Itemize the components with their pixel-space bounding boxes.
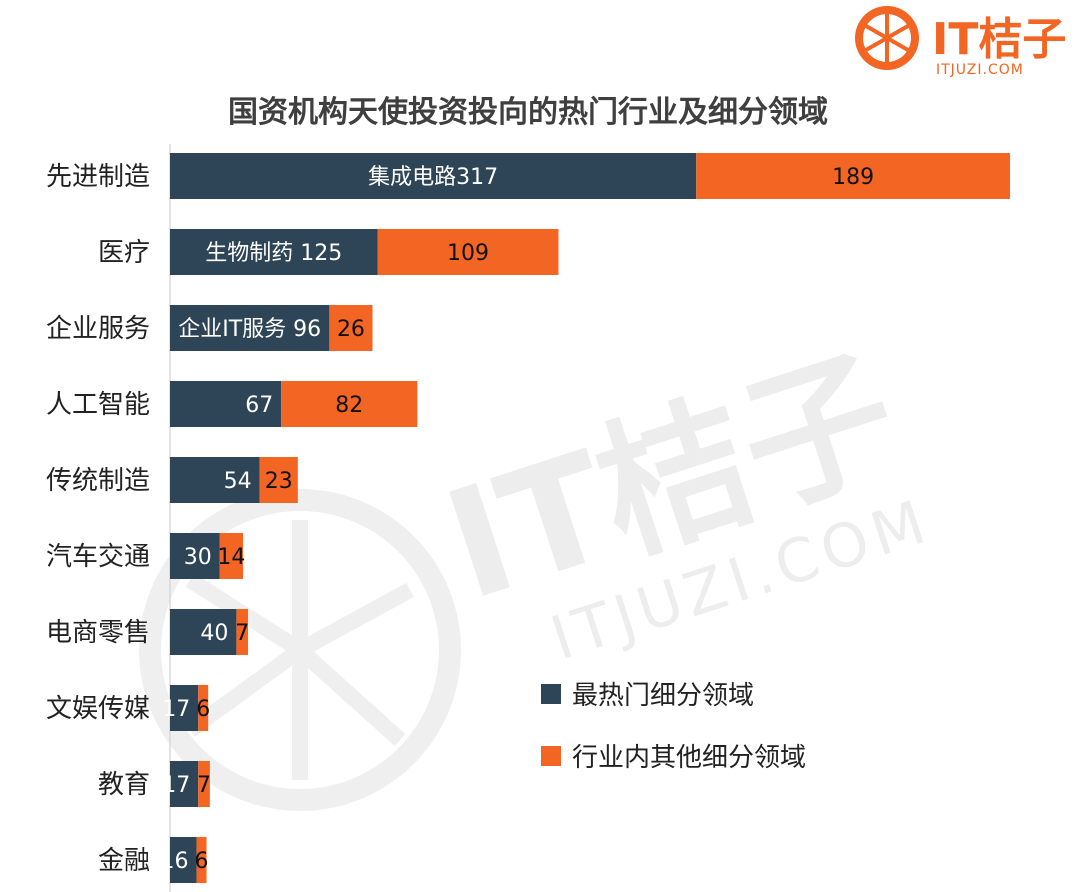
bar-hot-segment bbox=[170, 761, 199, 807]
watermark-circle bbox=[139, 489, 461, 811]
bar-hot-label: 54 bbox=[224, 469, 252, 494]
bar-other-segment bbox=[696, 153, 1010, 199]
category-label: 医疗 bbox=[98, 238, 150, 268]
bar-other-segment bbox=[198, 685, 209, 731]
category-label: 人工智能 bbox=[46, 390, 150, 420]
bar-hot-label: 17 bbox=[162, 773, 190, 798]
bar-other-segment bbox=[377, 229, 559, 275]
category-label: 金融 bbox=[98, 846, 150, 876]
bar-other-segment bbox=[198, 761, 210, 807]
bar-other-label: 189 bbox=[832, 165, 874, 190]
bar-hot-segment bbox=[170, 457, 260, 503]
bar-hot-label: 集成电路317 bbox=[368, 165, 498, 190]
bar-hot-label: 17 bbox=[162, 697, 190, 722]
category-label: 企业服务 bbox=[46, 314, 150, 344]
bars-group: 先进制造 集成电路317 189 医疗 生物制药 125 109 企业服务 企业IT服务 96… bbox=[46, 153, 1010, 883]
bar-other-label: 6 bbox=[195, 849, 209, 874]
category-label: 电商零售 bbox=[46, 618, 150, 648]
chart-title: 国资机构天使投资投向的热门行业及细分领域 bbox=[228, 95, 828, 130]
bar-other-label: 82 bbox=[335, 393, 363, 418]
bar-hot-segment bbox=[170, 381, 282, 427]
bar-hot-label: 16 bbox=[161, 849, 189, 874]
category-label: 先进制造 bbox=[46, 162, 150, 192]
bar-other-label: 7 bbox=[197, 773, 211, 798]
legend-label-other: 行业内其他细分领域 bbox=[572, 743, 806, 773]
bar-hot-segment bbox=[170, 609, 237, 655]
bar-other-label: 6 bbox=[196, 697, 210, 722]
bar-other-label: 26 bbox=[337, 317, 365, 342]
legend-swatch-hot bbox=[541, 684, 561, 704]
logo: IT桔子 ITJUZI.COM bbox=[855, 6, 1066, 78]
logo-subtext: ITJUZI.COM bbox=[936, 62, 1024, 78]
bar-other-label: 14 bbox=[217, 545, 245, 570]
bar-other-label: 109 bbox=[447, 241, 489, 266]
bar-hot-label: 40 bbox=[200, 621, 228, 646]
category-label: 文娱传媒 bbox=[46, 694, 150, 724]
bar-hot-segment bbox=[170, 685, 199, 731]
logo-text: IT桔子 bbox=[932, 14, 1066, 65]
legend: 最热门细分领域 行业内其他细分领域 bbox=[541, 681, 806, 773]
category-label: 传统制造 bbox=[46, 466, 150, 496]
bar-hot-segment bbox=[170, 533, 220, 579]
bar-other-segment bbox=[281, 381, 418, 427]
bar-hot-label: 企业IT服务 96 bbox=[178, 317, 321, 342]
bar-hot-label: 67 bbox=[245, 393, 273, 418]
bar-other-label: 7 bbox=[235, 621, 249, 646]
bar-other-segment bbox=[329, 305, 373, 351]
category-label: 汽车交通 bbox=[46, 542, 150, 572]
bar-hot-label: 30 bbox=[184, 545, 212, 570]
bar-hot-segment bbox=[170, 305, 330, 351]
bar-other-segment bbox=[236, 609, 249, 655]
watermark-spokes bbox=[185, 520, 414, 780]
bar-other-segment bbox=[259, 457, 298, 503]
bar-hot-segment bbox=[170, 153, 697, 199]
bar-other-label: 23 bbox=[265, 469, 293, 494]
category-label: 教育 bbox=[98, 770, 150, 800]
legend-label-hot: 最热门细分领域 bbox=[572, 681, 754, 711]
bar-hot-segment bbox=[170, 229, 378, 275]
legend-swatch-other bbox=[541, 746, 561, 766]
bar-hot-label: 生物制药 125 bbox=[205, 241, 342, 266]
bar-hot-segment bbox=[170, 837, 197, 883]
bar-other-segment bbox=[219, 533, 244, 579]
bar-other-segment bbox=[196, 837, 207, 883]
